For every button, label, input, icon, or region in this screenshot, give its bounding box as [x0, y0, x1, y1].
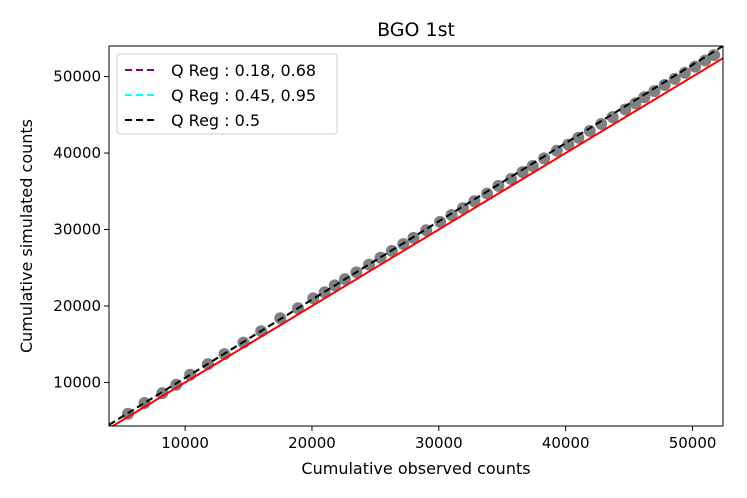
data-point: [526, 160, 539, 173]
data-point: [648, 85, 661, 98]
data-point: [638, 91, 651, 104]
data-point: [629, 97, 642, 110]
data-point: [445, 208, 458, 221]
data-point: [481, 187, 494, 200]
data-point: [572, 131, 585, 144]
data-point: [516, 166, 529, 179]
y-tick-label: 40000: [53, 144, 101, 162]
data-point: [678, 66, 691, 79]
y-tick-label: 10000: [53, 373, 101, 391]
legend-label: Q Reg : 0.18, 0.68: [171, 61, 316, 80]
legend-box: [116, 53, 338, 135]
axis-ticks: 10000 20000 30000 40000 50000 10000 20000 30000…: [53, 68, 716, 452]
y-tick-label: 50000: [53, 68, 101, 86]
data-point: [606, 111, 619, 124]
y-tick-label: 20000: [53, 297, 101, 315]
data-point: [595, 117, 608, 130]
data-point: [492, 179, 505, 192]
x-axis-label: Cumulative observed counts: [301, 459, 530, 478]
x-tick-label: 10000: [161, 434, 209, 452]
data-point: [689, 60, 702, 73]
data-point: [668, 72, 681, 85]
data-point: [562, 138, 575, 151]
data-point: [658, 78, 671, 91]
data-point: [699, 54, 712, 67]
y-tick-label: 30000: [53, 221, 101, 239]
x-tick-label: 40000: [542, 434, 590, 452]
legend: Q Reg : 0.18, 0.68 Q Reg : 0.45, 0.95 Q Re…: [116, 53, 338, 135]
x-tick-label: 20000: [288, 434, 336, 452]
data-point: [434, 215, 447, 228]
plot-area: [109, 46, 723, 426]
chart-title: BGO 1st: [377, 19, 455, 41]
x-tick-label: 30000: [415, 434, 463, 452]
reference-line: [110, 57, 723, 426]
plot-frame: [108, 45, 724, 427]
x-tick-label: 50000: [669, 434, 717, 452]
data-point: [583, 124, 596, 137]
data-point: [619, 103, 632, 116]
y-axis-label: Cumulative simulated counts: [17, 119, 36, 353]
legend-label: Q Reg : 0.5: [171, 111, 260, 130]
data-point: [538, 152, 551, 165]
legend-label: Q Reg : 0.45, 0.95: [171, 86, 316, 105]
